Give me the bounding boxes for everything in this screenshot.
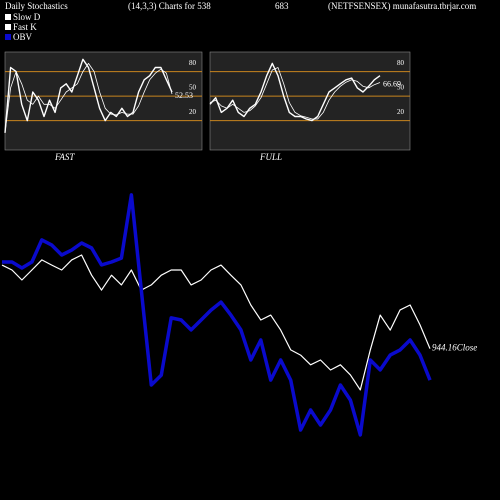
series-line [4, 58, 173, 133]
last-value-label: 52.53 [175, 91, 193, 100]
close-label: 944.16Close [432, 343, 477, 353]
panel-label: FAST [54, 152, 75, 162]
panel [209, 51, 411, 151]
header-mid: (14,3,3) Charts for 538 [128, 1, 211, 11]
series-line [1, 254, 431, 391]
series-line [209, 67, 381, 120]
last-value-label: 66.69 [383, 79, 401, 88]
series-line [209, 62, 381, 122]
y-tick-label: 50 [189, 84, 197, 92]
legend-label: OBV [13, 32, 33, 42]
y-tick-label: 20 [397, 108, 405, 116]
legend-label: Slow D [13, 12, 41, 22]
header-site: (NETFSENSEX) munafasutra.tbrjar.com [328, 1, 476, 11]
legend-swatch [5, 24, 11, 30]
close-value: 944.16 [432, 343, 457, 353]
legend-swatch [5, 34, 11, 40]
y-tick-label: 80 [189, 59, 197, 67]
panel [4, 51, 203, 151]
y-tick-label: 50 [397, 84, 405, 92]
panel-label: FULL [259, 152, 282, 162]
legend-label: Fast K [13, 22, 37, 32]
header-code: 683 [275, 1, 289, 11]
legend-swatch [5, 14, 11, 20]
y-tick-label: 80 [397, 59, 405, 67]
series-line [2, 193, 432, 437]
y-tick-label: 20 [189, 108, 197, 116]
series-line [4, 63, 173, 133]
header-left: Daily Stochastics [5, 1, 68, 11]
close-name: Close [457, 343, 478, 353]
